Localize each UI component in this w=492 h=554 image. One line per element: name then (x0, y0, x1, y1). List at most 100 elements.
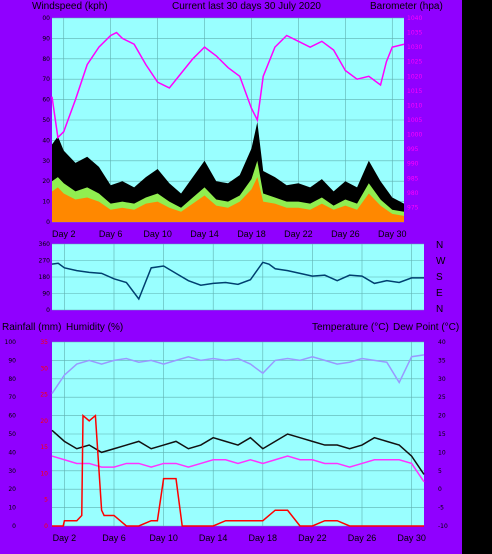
temperature-tick-label: -10 (438, 523, 448, 530)
series-direction (51, 261, 424, 301)
y2-tick-label: 985 (407, 175, 419, 182)
humidity-axis-title: Humidity (%) (66, 322, 124, 333)
rain-tick-label: 10 (40, 470, 48, 477)
x-tick-label: Day 18 (249, 533, 278, 543)
y-tick-label: 270 (39, 258, 51, 265)
y-tick-label: 90 (42, 35, 50, 42)
x-tick-label: Day 2 (53, 533, 77, 543)
y-tick-label: 0 (46, 219, 50, 226)
series-dew-point (51, 455, 425, 483)
y2-tick-label: 980 (407, 190, 419, 197)
temperature-tick-label: -5 (438, 505, 444, 512)
y-tick-label: 10 (42, 199, 50, 206)
temperature-tick-label: 5 (438, 468, 442, 475)
series-gust (52, 122, 404, 222)
y2-tick-label: 1035 (407, 30, 422, 37)
y-tick-label: 360 (39, 241, 51, 248)
humidity-tick-label: 60 (8, 413, 16, 420)
humidity-tick-label: 100 (5, 339, 17, 346)
dewpoint-axis-title: Dew Point (°C) (393, 322, 460, 333)
y-tick-label: 20 (42, 178, 50, 185)
rain-tick-label: 25 (40, 392, 48, 399)
y2-tick-label: 1040 (407, 15, 422, 22)
temperature-tick-label: 25 (438, 394, 446, 401)
temperature-tick-label: 15 (438, 431, 446, 438)
x-tick-label: Day 22 (284, 229, 313, 239)
direction-label-n-top: N (436, 240, 444, 251)
direction-label-w: W (436, 256, 446, 267)
humidity-tick-label: 90 (8, 357, 16, 364)
direction-label-e: E (436, 288, 443, 299)
y-tick-label: 70 (42, 76, 50, 83)
right-black-margin (462, 0, 492, 554)
y2-tick-label: 1000 (407, 132, 422, 139)
y2-tick-label: 1015 (407, 88, 422, 95)
humidity-tick-label: 0 (12, 523, 16, 530)
rain-tick-label: 30 (40, 365, 48, 372)
x-tick-label: Day 18 (237, 229, 266, 239)
temperature-humidity-rain-chart: 0 10 20 30 40 50 60 70 80 90 100 0 5 10 15 20 25 30 35 Day … (4, 336, 434, 550)
series-rainfall (52, 413, 424, 527)
temperature-tick-label: 10 (438, 449, 446, 456)
temperature-tick-label: 30 (438, 376, 446, 383)
temperature-axis: -10 -5 0 5 10 15 20 25 30 35 40 (436, 336, 458, 550)
chart-title: Current last 30 days 30 July 2020 (172, 1, 321, 12)
y-tick-label: 100 (42, 15, 50, 22)
humidity-tick-label: 70 (8, 394, 16, 401)
temperature-tick-label: 0 (438, 486, 442, 493)
x-tick-label: Day 10 (143, 229, 172, 239)
windspeed-axis-title: Windspeed (kph) (32, 1, 108, 12)
direction-label-s: S (436, 272, 443, 283)
y-tick-label: 60 (42, 97, 50, 104)
wind-direction-chart: 0 90 180 270 360 (4, 241, 434, 313)
x-tick-label: Day 26 (348, 533, 377, 543)
rainfall-axis-title: Rainfall (mm) (2, 322, 62, 333)
series-speed (52, 177, 404, 222)
humidity-tick-label: 30 (8, 468, 16, 475)
y2-tick-label: 1025 (407, 59, 422, 66)
series-barometer (51, 31, 405, 140)
y2-tick-label: 995 (407, 146, 419, 153)
humidity-tick-label: 10 (8, 505, 16, 512)
humidity-tick-label: 50 (8, 431, 16, 438)
y-tick-label: 50 (42, 117, 50, 124)
y2-tick-label: 1030 (407, 44, 422, 51)
x-tick-label: Day 6 (99, 229, 123, 239)
y-tick-label: 80 (42, 56, 50, 63)
wind-barometer-chart: 0102030405060708090100975980985990995100… (42, 12, 434, 240)
rain-tick-label: 35 (40, 339, 48, 346)
temperature-tick-label: 20 (438, 413, 446, 420)
y-tick-label: 90 (42, 291, 50, 298)
x-tick-label: Day 2 (52, 229, 76, 239)
temperature-tick-label: 40 (438, 339, 446, 346)
x-tick-label: Day 22 (298, 533, 327, 543)
y-tick-label: 30 (42, 158, 50, 165)
series-humidity (51, 354, 425, 394)
y2-tick-label: 1005 (407, 117, 422, 124)
humidity-tick-label: 40 (8, 449, 16, 456)
x-tick-label: Day 10 (149, 533, 178, 543)
barometer-axis-title: Barometer (hpa) (370, 1, 443, 12)
x-tick-label: Day 30 (378, 229, 407, 239)
series-temperature (51, 429, 425, 475)
x-tick-label: Day 6 (102, 533, 126, 543)
y2-tick-label: 1020 (407, 73, 422, 80)
rain-tick-label: 5 (44, 497, 48, 504)
y-tick-label: 0 (46, 307, 50, 313)
rain-tick-label: 0 (44, 523, 48, 530)
x-tick-label: Day 30 (397, 533, 426, 543)
x-tick-label: Day 14 (199, 533, 228, 543)
rain-tick-label: 20 (40, 418, 48, 425)
y2-tick-label: 990 (407, 161, 419, 168)
x-tick-label: Day 14 (190, 229, 219, 239)
direction-label-n-bottom: N (436, 304, 444, 315)
y2-tick-label: 975 (407, 204, 419, 211)
rain-tick-label: 15 (40, 444, 48, 451)
x-tick-label: Day 26 (331, 229, 360, 239)
temperature-tick-label: 35 (438, 357, 446, 364)
y2-tick-label: 1010 (407, 102, 422, 109)
y-tick-label: 180 (39, 274, 51, 281)
humidity-tick-label: 20 (8, 486, 16, 493)
y-tick-label: 40 (42, 137, 50, 144)
